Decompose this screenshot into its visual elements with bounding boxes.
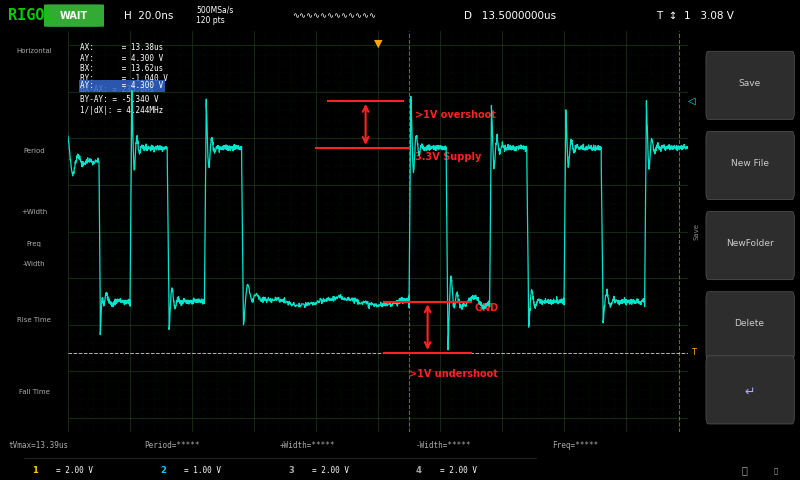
Text: ⏻: ⏻ [741,466,747,475]
Text: Period=*****: Period=***** [144,441,199,450]
Text: = 2.00 V: = 2.00 V [56,466,93,475]
FancyBboxPatch shape [44,4,104,27]
Text: 4: 4 [416,466,422,475]
Text: = 1.00 V: = 1.00 V [184,466,221,475]
Text: = 2.00 V: = 2.00 V [312,466,349,475]
Text: T: T [691,348,696,357]
Text: Save: Save [694,223,700,240]
Text: H  20.0ns: H 20.0ns [124,11,174,21]
FancyBboxPatch shape [706,51,794,120]
FancyBboxPatch shape [706,356,794,424]
Text: Save: Save [738,79,761,88]
Text: 1: 1 [32,466,38,475]
Text: AY:      = 4.300 V: AY: = 4.300 V [80,81,164,90]
Text: 3: 3 [288,466,294,475]
Text: >1V undershoot: >1V undershoot [409,369,498,379]
Text: Delete: Delete [734,319,765,328]
Text: Horizontal: Horizontal [16,48,52,54]
Text: New File: New File [730,159,769,168]
Text: 🔊: 🔊 [774,467,778,474]
Text: = 2.00 V: = 2.00 V [440,466,477,475]
Text: +Width: +Width [21,208,47,215]
Text: Rise Time: Rise Time [17,317,51,323]
Text: 500MSa/s
120 pts: 500MSa/s 120 pts [196,6,234,25]
FancyBboxPatch shape [706,212,794,280]
Text: Fall Time: Fall Time [18,389,50,395]
Text: -Width: -Width [22,261,46,267]
Text: ↵: ↵ [744,385,755,398]
Text: >1V overshoot: >1V overshoot [415,110,496,120]
Text: WAIT: WAIT [60,11,88,21]
Text: NewFolder: NewFolder [726,239,774,248]
Text: 3.3V Supply: 3.3V Supply [415,152,482,162]
Text: Freq=*****: Freq=***** [552,441,598,450]
Text: AX:      = 13.38us
AY:      = 4.300 V
BX:      = 13.62us
BY:      = -1.040 V
BX-: AX: = 13.38us AY: = 4.300 V BX: = 13.62u… [80,43,168,115]
Text: 2: 2 [160,466,166,475]
Text: D   13.5000000us: D 13.5000000us [464,11,556,21]
FancyBboxPatch shape [706,292,794,360]
Text: GND: GND [474,303,498,313]
Text: T  ↕  1   3.08 V: T ↕ 1 3.08 V [656,11,734,21]
Text: ▼: ▼ [374,38,382,48]
Text: ∿∿∿∿∿∿∿∿∿∿∿∿: ∿∿∿∿∿∿∿∿∿∿∿∿ [292,11,376,20]
FancyBboxPatch shape [706,132,794,200]
Text: -Width=*****: -Width=***** [416,441,471,450]
Text: Freq: Freq [26,240,42,247]
Text: +Width=*****: +Width=***** [280,441,335,450]
Text: tVmax=13.39us: tVmax=13.39us [8,441,68,450]
Text: RIGOL: RIGOL [8,8,54,23]
Text: ◁: ◁ [688,96,695,106]
Text: Period: Period [23,148,45,155]
